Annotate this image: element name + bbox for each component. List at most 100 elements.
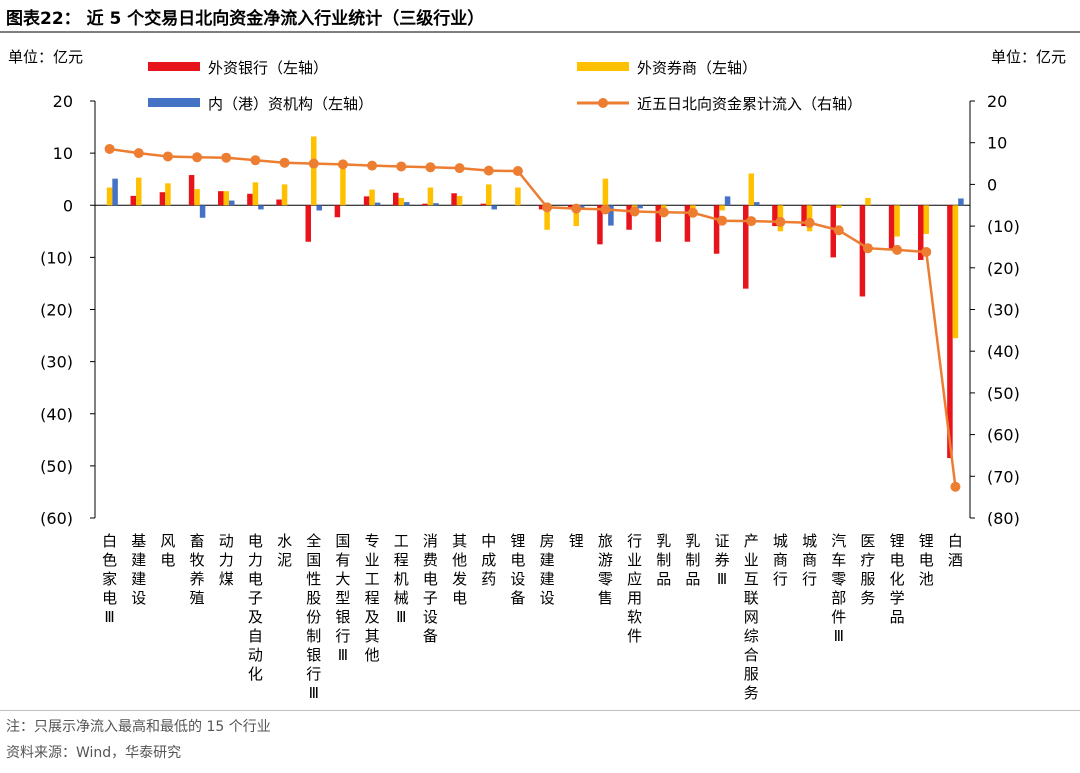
bar-foreign-broker [136, 177, 142, 206]
category-label: 乳制品 [656, 532, 671, 588]
cumulative-point [687, 207, 698, 218]
bar-foreign-broker [311, 136, 317, 206]
bar-foreign-bank [888, 205, 895, 250]
bar-foreign-broker [369, 189, 375, 206]
bar-foreign-bank [451, 193, 457, 206]
bar-mainland-hk [608, 205, 614, 226]
bar-foreign-broker [836, 205, 842, 208]
cumulative-point [279, 157, 290, 168]
category-label: 风电 [160, 532, 175, 569]
bar-foreign-broker [573, 205, 579, 227]
category-label: 白酒 [948, 532, 963, 569]
category-label: 锂电池 [919, 532, 934, 588]
bar-foreign-bank [130, 195, 136, 206]
category-label: 锂 [569, 532, 584, 550]
bar-foreign-bank [305, 205, 311, 242]
bar-foreign-bank [655, 205, 661, 242]
right-tick-label: 20 [987, 92, 1007, 111]
category-label: 畜牧养殖 [190, 532, 205, 607]
footer: 注：只展示净流入最高和最低的 15 个行业 资料来源：Wind，华泰研究 [6, 714, 271, 766]
left-tick-label: (60) [40, 509, 73, 528]
legend-swatch [577, 62, 629, 71]
bar-foreign-broker [252, 182, 259, 206]
cumulative-point [804, 217, 815, 228]
left-tick-label: 0 [63, 196, 73, 215]
cumulative-point [396, 161, 407, 172]
category-label: 锂电设备 [510, 532, 525, 607]
bar-mainland-hk [491, 205, 497, 210]
bar-foreign-bank [247, 193, 253, 206]
cumulative-point [133, 148, 144, 159]
bar-foreign-bank [830, 205, 836, 258]
cumulative-point [658, 207, 669, 218]
bar-foreign-broker [894, 205, 900, 237]
bar-foreign-broker [865, 197, 871, 206]
bar-foreign-broker [281, 184, 288, 206]
legend-label: 近五日北向资金累计流入（右轴） [637, 95, 862, 113]
left-tick-label: (30) [40, 353, 73, 372]
bar-foreign-broker [719, 205, 725, 211]
left-unit-label: 单位：亿元 [8, 48, 83, 66]
bar-foreign-bank [597, 205, 603, 245]
bar-mainland-hk [754, 202, 760, 206]
bar-foreign-broker [106, 187, 113, 206]
bar-mainland-hk [958, 198, 964, 206]
bar-mainland-hk [404, 202, 410, 206]
chart: 20 10 0 (10) (20) (30) (40) (50) (60) 20 10 0 (10) (2… [8, 48, 1066, 702]
cumulative-point [629, 206, 640, 217]
bar-mainland-hk [199, 205, 206, 218]
bar-foreign-bank [684, 205, 691, 242]
bar-foreign-bank [568, 205, 574, 208]
bar-foreign-broker [427, 187, 434, 206]
chart-title: 图表22： 近 5 个交易日北向资金净流入行业统计（三级行业） [6, 9, 485, 29]
right-tick-label: (70) [987, 467, 1020, 486]
bar-foreign-bank [159, 192, 166, 206]
cumulative-point [337, 159, 348, 170]
bar-foreign-bank [276, 199, 282, 206]
right-tick-label: 10 [987, 134, 1007, 153]
bar-foreign-bank [918, 205, 924, 260]
bar-foreign-bank [363, 196, 370, 206]
legend-label: 内（港）资机构（左轴） [208, 95, 373, 113]
category-label: 其他发电 [452, 532, 467, 607]
cumulative-point [833, 225, 844, 236]
bar-foreign-broker [165, 183, 171, 206]
cumulative-point [221, 152, 232, 163]
bar-mainland-hk [433, 203, 439, 206]
cumulative-point [717, 215, 728, 226]
bar-foreign-bank [538, 205, 545, 210]
cumulative-point [892, 244, 903, 255]
cumulative-point [308, 158, 319, 169]
bar-mainland-hk [258, 205, 264, 210]
left-tick-label: 20 [53, 92, 73, 111]
category-label: 国有大型银行 Ⅲ [335, 532, 350, 664]
bar-foreign-bank [801, 205, 807, 227]
bar-foreign-broker [398, 197, 404, 206]
bar-foreign-broker [223, 191, 229, 206]
footer-note: 注：只展示净流入最高和最低的 15 个行业 [6, 719, 271, 735]
legend-label: 外资券商（左轴） [637, 59, 757, 77]
right-unit-label: 单位：亿元 [991, 48, 1066, 66]
cumulative-point [542, 202, 553, 213]
category-label: 基建建设 [131, 532, 146, 607]
bar-foreign-bank [713, 205, 720, 254]
bar-foreign-broker [661, 205, 667, 210]
bar-mainland-hk [316, 205, 322, 211]
left-tick-label: 10 [53, 144, 73, 163]
category-label: 城商行 [773, 532, 788, 588]
left-tick-label: (50) [40, 457, 73, 476]
bar-foreign-broker [602, 178, 609, 206]
legend-marker [598, 98, 608, 108]
cumulative-point [104, 143, 115, 154]
bar-foreign-bank [422, 203, 428, 206]
cumulative-point [950, 481, 961, 492]
category-label: 消费电子设备 [423, 532, 438, 645]
cumulative-point [512, 166, 523, 177]
cumulative-point [921, 246, 932, 257]
category-label: 中成药 [481, 532, 496, 588]
category-label: 医疗服务 [860, 532, 875, 607]
right-tick-label: (40) [987, 342, 1020, 361]
category-label: 电力电子及自动化 [248, 532, 263, 683]
bar-foreign-bank [218, 191, 224, 206]
bar-mainland-hk [579, 205, 585, 208]
